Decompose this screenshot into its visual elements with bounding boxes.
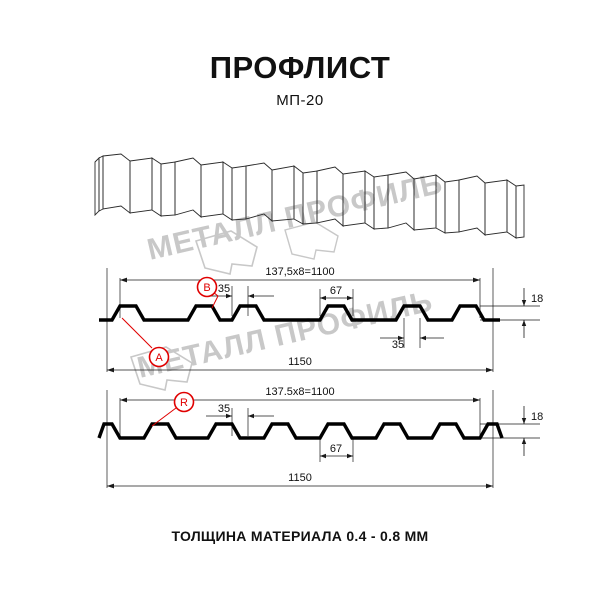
dim-crest-width-lower-top-label: 35 xyxy=(392,339,404,351)
dim-total-width-top-label: 1150 xyxy=(288,356,312,368)
dim-height-top-label: 18 xyxy=(531,293,543,305)
callout-r-label: R xyxy=(180,397,188,409)
dim-working-width-top: 137,5x8=1100 xyxy=(120,266,480,283)
profile-outline-bottom xyxy=(97,422,504,440)
thickness-note: ТОЛЩИНА МАТЕРИАЛА 0.4 - 0.8 ММ xyxy=(171,528,429,544)
dim-working-width-bottom-label: 137.5x8=1100 xyxy=(265,386,334,398)
callout-b-label: B xyxy=(203,282,210,294)
profile-outline-top xyxy=(99,304,500,322)
dim-crest-width-bottom-label: 35 xyxy=(218,403,230,415)
dim-trough-width-bottom: 67 xyxy=(320,443,353,459)
page-title: ПРОФЛИСТ xyxy=(209,50,391,85)
dim-crest-width-top-label: 35 xyxy=(218,283,230,295)
isometric-profile-view xyxy=(94,153,525,239)
dim-height-top: 18 xyxy=(521,288,543,338)
dim-crest-width-top: 35 xyxy=(206,283,274,299)
metall-profil-logo-top xyxy=(284,221,339,260)
metall-profil-logo-lower xyxy=(129,346,193,391)
section-view-bottom: 137.5x8=1100 1150 35 67 xyxy=(97,386,543,489)
callout-b-circle xyxy=(196,276,218,298)
watermark-text-upper: МЕТАЛЛ ПРОФИЛЬ xyxy=(144,167,446,267)
dim-total-width-bottom-label: 1150 xyxy=(288,472,312,484)
callout-r-circle xyxy=(173,391,195,413)
dim-trough-width-bottom-label: 67 xyxy=(330,443,342,455)
extension-lines-bottom xyxy=(106,390,540,488)
dim-height-bottom-label: 18 xyxy=(531,411,543,423)
callout-a-label: A xyxy=(155,352,163,364)
dim-total-width-top: 1150 xyxy=(107,356,493,373)
dim-crest-width-lower-top: 35 xyxy=(380,335,444,351)
dim-working-width-top-label: 137,5x8=1100 xyxy=(265,266,334,278)
metall-profil-logo-upper xyxy=(194,230,258,275)
callout-r-bottom: R xyxy=(151,391,195,427)
dim-height-bottom: 18 xyxy=(521,406,543,456)
dim-crest-width-bottom: 35 xyxy=(206,403,274,419)
callout-a-circle xyxy=(148,346,170,368)
section-view-top: 137,5x8=1100 1150 35 67 xyxy=(99,266,543,373)
page-subtitle: МП-20 xyxy=(276,92,324,109)
dim-trough-width-top: 67 xyxy=(320,285,353,301)
callout-b-top: B xyxy=(196,276,219,309)
callout-a-top: A xyxy=(121,317,170,368)
dim-total-width-bottom: 1150 xyxy=(107,472,493,489)
dim-trough-width-top-label: 67 xyxy=(330,285,342,297)
